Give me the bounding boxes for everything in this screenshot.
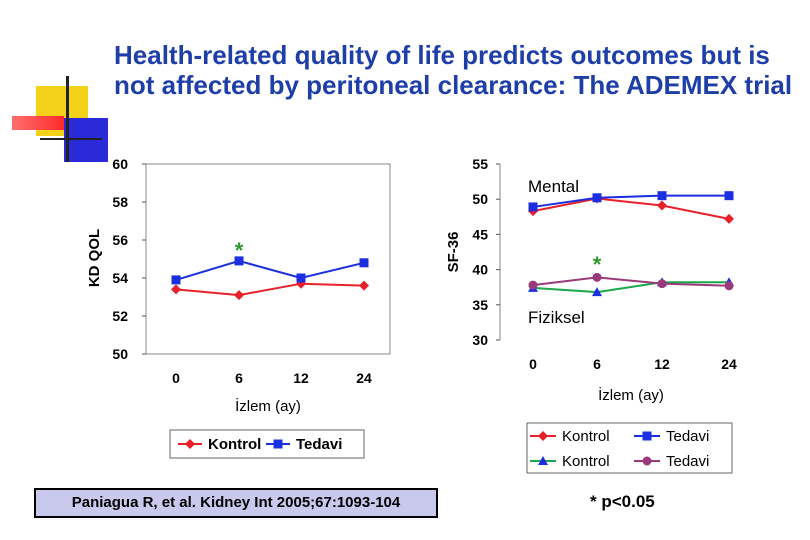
sf36-mental-kontrol-point bbox=[724, 213, 734, 224]
kdqol-legend-label: Tedavi bbox=[296, 436, 342, 453]
sf36-legend-marker bbox=[538, 431, 548, 441]
sf36-mental-kontrol-line bbox=[532, 197, 730, 220]
sf36-xlabel: İzlem (ay) bbox=[598, 386, 664, 404]
citation-box: Paniagua R, et al. Kidney Int 2005;67:10… bbox=[34, 488, 438, 518]
sf36-legend-label: Kontrol bbox=[562, 453, 610, 470]
sf36-legend-marker bbox=[538, 456, 548, 465]
sf36-xtick-label: 12 bbox=[654, 356, 670, 372]
kdqol-ytick-label: 52 bbox=[112, 308, 128, 324]
kdqol-point-tedavi bbox=[171, 275, 181, 285]
kdqol-point-kontrol bbox=[171, 284, 181, 295]
sf36-xtick-label: 24 bbox=[721, 356, 737, 372]
kdqol-legend-marker bbox=[185, 439, 195, 449]
kdqol-ytick-label: 58 bbox=[112, 194, 128, 210]
sf36-fiziksel-tedavi-point bbox=[528, 280, 538, 290]
kdqol-xlabel: İzlem (ay) bbox=[235, 397, 301, 415]
corner-blue-square bbox=[64, 118, 108, 162]
kdqol-ytick-label: 56 bbox=[112, 232, 128, 248]
sf36-mental-tedavi-point bbox=[528, 202, 538, 212]
sf36-ytick-label: 55 bbox=[472, 156, 488, 172]
sf36-legend-label: Kontrol bbox=[562, 428, 610, 445]
kdqol-ylabel: KD QOL bbox=[86, 229, 103, 287]
sf36-legend-box bbox=[526, 422, 733, 474]
sf36-mental-label: Mental bbox=[528, 177, 579, 196]
sf36-mental-tedavi-point bbox=[657, 191, 667, 201]
kdqol-xtick-label: 24 bbox=[356, 370, 372, 386]
corner-horizontal-line bbox=[40, 138, 102, 140]
sf36-ytick-label: 40 bbox=[472, 262, 488, 278]
sf36-fiziksel-tedavi-line bbox=[532, 276, 730, 287]
kdqol-series-line-tedavi bbox=[175, 259, 365, 281]
kdqol-point-tedavi bbox=[296, 273, 306, 283]
sf36-ytick-label: 45 bbox=[472, 226, 488, 242]
sf36-mental-tedavi-point bbox=[724, 191, 734, 201]
sf36-ytick-label: 30 bbox=[472, 332, 488, 348]
sf36-fiziksel-kontrol-line bbox=[532, 281, 729, 294]
sf36-legend-label: Tedavi bbox=[666, 453, 709, 470]
sf36-mental-tedavi-point bbox=[592, 193, 602, 203]
kdqol-plot-frame bbox=[145, 163, 391, 355]
sf36-significance-star: * bbox=[593, 252, 602, 277]
kdqol-xtick-label: 0 bbox=[172, 370, 180, 386]
sf36-fiziksel-tedavi-point bbox=[724, 281, 734, 291]
kdqol-point-tedavi bbox=[359, 258, 369, 268]
sf36-legend-marker bbox=[642, 431, 652, 441]
sf36-ytick-label: 35 bbox=[472, 297, 488, 313]
slide-title: Health-related quality of life predicts … bbox=[114, 40, 793, 100]
kdqol-xtick-label: 6 bbox=[235, 370, 243, 386]
kdqol-legend-label: Kontrol bbox=[208, 436, 261, 453]
kdqol-series-line-kontrol bbox=[175, 282, 365, 297]
sf36-fiziksel-kontrol-point bbox=[592, 287, 602, 297]
kdqol-point-tedavi bbox=[234, 256, 244, 266]
corner-vertical-line bbox=[66, 76, 69, 162]
kdqol-legend-marker bbox=[273, 439, 283, 449]
corner-red-bar bbox=[12, 116, 64, 130]
sf36-legend-marker bbox=[642, 456, 652, 466]
sf36-fiziksel-tedavi-point bbox=[657, 279, 667, 289]
sf36-physical-label: Fiziksel bbox=[528, 308, 585, 327]
sf36-mental-kontrol-point bbox=[657, 200, 667, 211]
kdqol-ytick-label: 54 bbox=[112, 270, 128, 286]
kdqol-ytick-label: 50 bbox=[112, 346, 128, 362]
kdqol-point-kontrol bbox=[234, 290, 244, 301]
significance-note: * p<0.05 bbox=[590, 492, 655, 511]
sf36-mental-tedavi-line bbox=[532, 194, 729, 208]
sf36-fiziksel-tedavi-point bbox=[592, 272, 602, 282]
kdqol-point-kontrol bbox=[359, 280, 369, 291]
sf36-ylabel: SF-36 bbox=[445, 232, 462, 273]
kdqol-ytick-label: 60 bbox=[112, 156, 128, 172]
sf36-xtick-label: 6 bbox=[593, 356, 601, 372]
kdqol-significance-star: * bbox=[235, 238, 244, 263]
sf36-legend-label: Tedavi bbox=[666, 428, 709, 445]
sf36-ytick-label: 50 bbox=[472, 191, 488, 207]
sf36-xtick-label: 0 bbox=[529, 356, 537, 372]
kdqol-xtick-label: 12 bbox=[293, 370, 309, 386]
